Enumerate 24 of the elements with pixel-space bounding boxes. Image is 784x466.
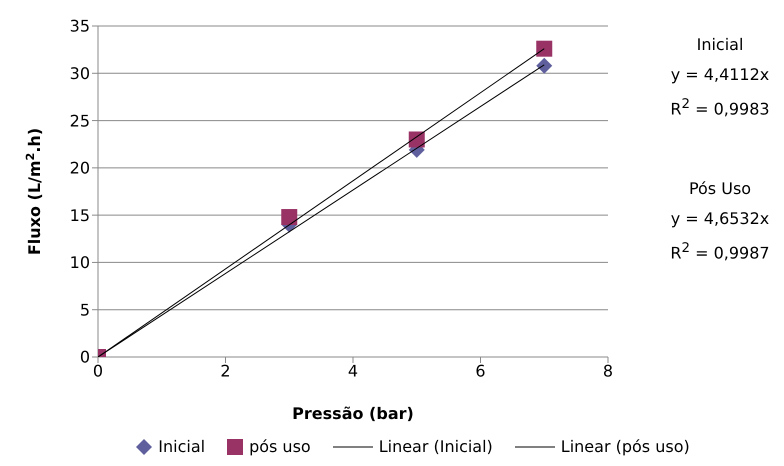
- text: R$^{2}$ = 0,9987: [669, 240, 771, 265]
- x-tick-label: 0: [92, 361, 104, 380]
- y-tick-label: 5: [80, 300, 90, 320]
- x-tick-label: 6: [475, 361, 486, 380]
- x-tick-label: 2: [220, 361, 231, 380]
- text: y = 4,4112x: [670, 64, 770, 86]
- y-tick-label: 20: [70, 158, 90, 178]
- y-tick-label: 25: [70, 111, 90, 130]
- text: Pós Uso: [688, 178, 752, 200]
- y-tick-label: 30: [70, 64, 90, 83]
- text: y = 4,6532x: [670, 208, 770, 230]
- y-tick-label: 0: [80, 348, 90, 367]
- legend-label: Linear (pós uso): [560, 437, 690, 456]
- legend-label: Inicial: [158, 437, 206, 456]
- y-tick-label: 15: [70, 206, 90, 225]
- text: R$^{2}$ = 0,9983: [669, 96, 771, 120]
- y-tick-label: 35: [70, 16, 90, 36]
- legend-label: Linear (Inicial): [378, 437, 493, 456]
- x-axis-title: Pressão (bar): [292, 404, 414, 423]
- x-tick-label: 4: [348, 361, 358, 380]
- x-tick-label: 8: [602, 361, 614, 380]
- legend-label: pós uso: [249, 437, 311, 456]
- text: Inicial: [696, 34, 744, 56]
- y-tick-label: 10: [70, 253, 90, 272]
